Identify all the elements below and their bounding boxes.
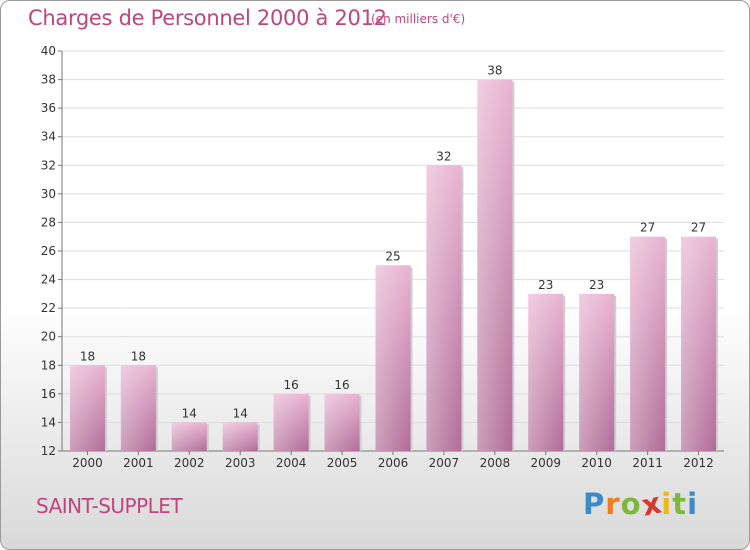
bar-highlight — [477, 79, 513, 452]
x-tick-label: 2005 — [327, 456, 358, 470]
x-tick-label: 2008 — [480, 456, 511, 470]
bar-highlight — [426, 165, 462, 452]
data-label: 16 — [334, 378, 349, 392]
x-tick-label: 2003 — [225, 456, 256, 470]
data-label: 18 — [80, 349, 95, 363]
chart-title: Charges de Personnel 2000 à 2012 — [28, 6, 387, 30]
x-tick-label: 2006 — [378, 456, 409, 470]
y-tick-label: 22 — [41, 301, 56, 315]
logo-letter: P — [583, 487, 606, 521]
logo-letter: o — [620, 487, 642, 521]
y-tick-label: 30 — [41, 187, 56, 201]
bar-highlight — [171, 422, 207, 451]
x-tick-label: 2001 — [123, 456, 154, 470]
bar-highlight — [630, 236, 666, 451]
proxiti-logo: Proxiti — [583, 485, 699, 522]
x-tick-label: 2011 — [632, 456, 663, 470]
x-tick-label: 2007 — [429, 456, 460, 470]
x-tick-label: 2002 — [174, 456, 205, 470]
data-label: 23 — [538, 278, 553, 292]
logo-letter: i — [661, 487, 673, 521]
x-tick-label: 2009 — [530, 456, 561, 470]
y-tick-label: 12 — [41, 444, 56, 458]
y-tick-label: 36 — [41, 101, 56, 115]
bar-highlight — [120, 365, 156, 451]
x-tick-label: 2010 — [581, 456, 612, 470]
data-label: 25 — [385, 249, 400, 263]
bar-highlight — [375, 265, 411, 451]
x-tick-label: 2012 — [683, 456, 714, 470]
y-tick-label: 14 — [41, 415, 56, 429]
y-tick-label: 34 — [41, 130, 56, 144]
y-tick-label: 40 — [41, 44, 56, 58]
data-label: 18 — [131, 349, 146, 363]
y-tick-label: 38 — [41, 73, 56, 87]
bar-highlight — [579, 293, 615, 451]
data-label: 27 — [640, 221, 655, 235]
data-label: 14 — [182, 406, 197, 420]
bar-highlight — [324, 393, 360, 451]
y-tick-label: 16 — [41, 387, 56, 401]
logo-letter: i — [687, 487, 699, 521]
bar-highlight — [273, 393, 309, 451]
data-label: 14 — [233, 406, 248, 420]
bar-highlight — [681, 236, 717, 451]
commune-name: SAINT-SUPPLET — [36, 494, 183, 518]
logo-letter: t — [672, 487, 688, 521]
bar-highlight — [528, 293, 564, 451]
y-tick-label: 20 — [41, 330, 56, 344]
y-tick-label: 26 — [41, 244, 56, 258]
bar-highlight — [69, 365, 105, 451]
x-tick-label: 2004 — [276, 456, 307, 470]
chart-subtitle: (en milliers d'€) — [371, 12, 466, 26]
y-tick-label: 28 — [41, 215, 56, 229]
data-label: 27 — [691, 221, 706, 235]
data-label: 23 — [589, 278, 604, 292]
data-label: 38 — [487, 64, 502, 78]
data-label: 16 — [284, 378, 299, 392]
x-tick-label: 2000 — [72, 456, 103, 470]
logo-letter: r — [605, 487, 621, 521]
y-tick-label: 32 — [41, 158, 56, 172]
y-tick-label: 24 — [41, 273, 56, 287]
bar-highlight — [222, 422, 258, 451]
y-tick-label: 18 — [41, 358, 56, 372]
data-label: 32 — [436, 149, 451, 163]
